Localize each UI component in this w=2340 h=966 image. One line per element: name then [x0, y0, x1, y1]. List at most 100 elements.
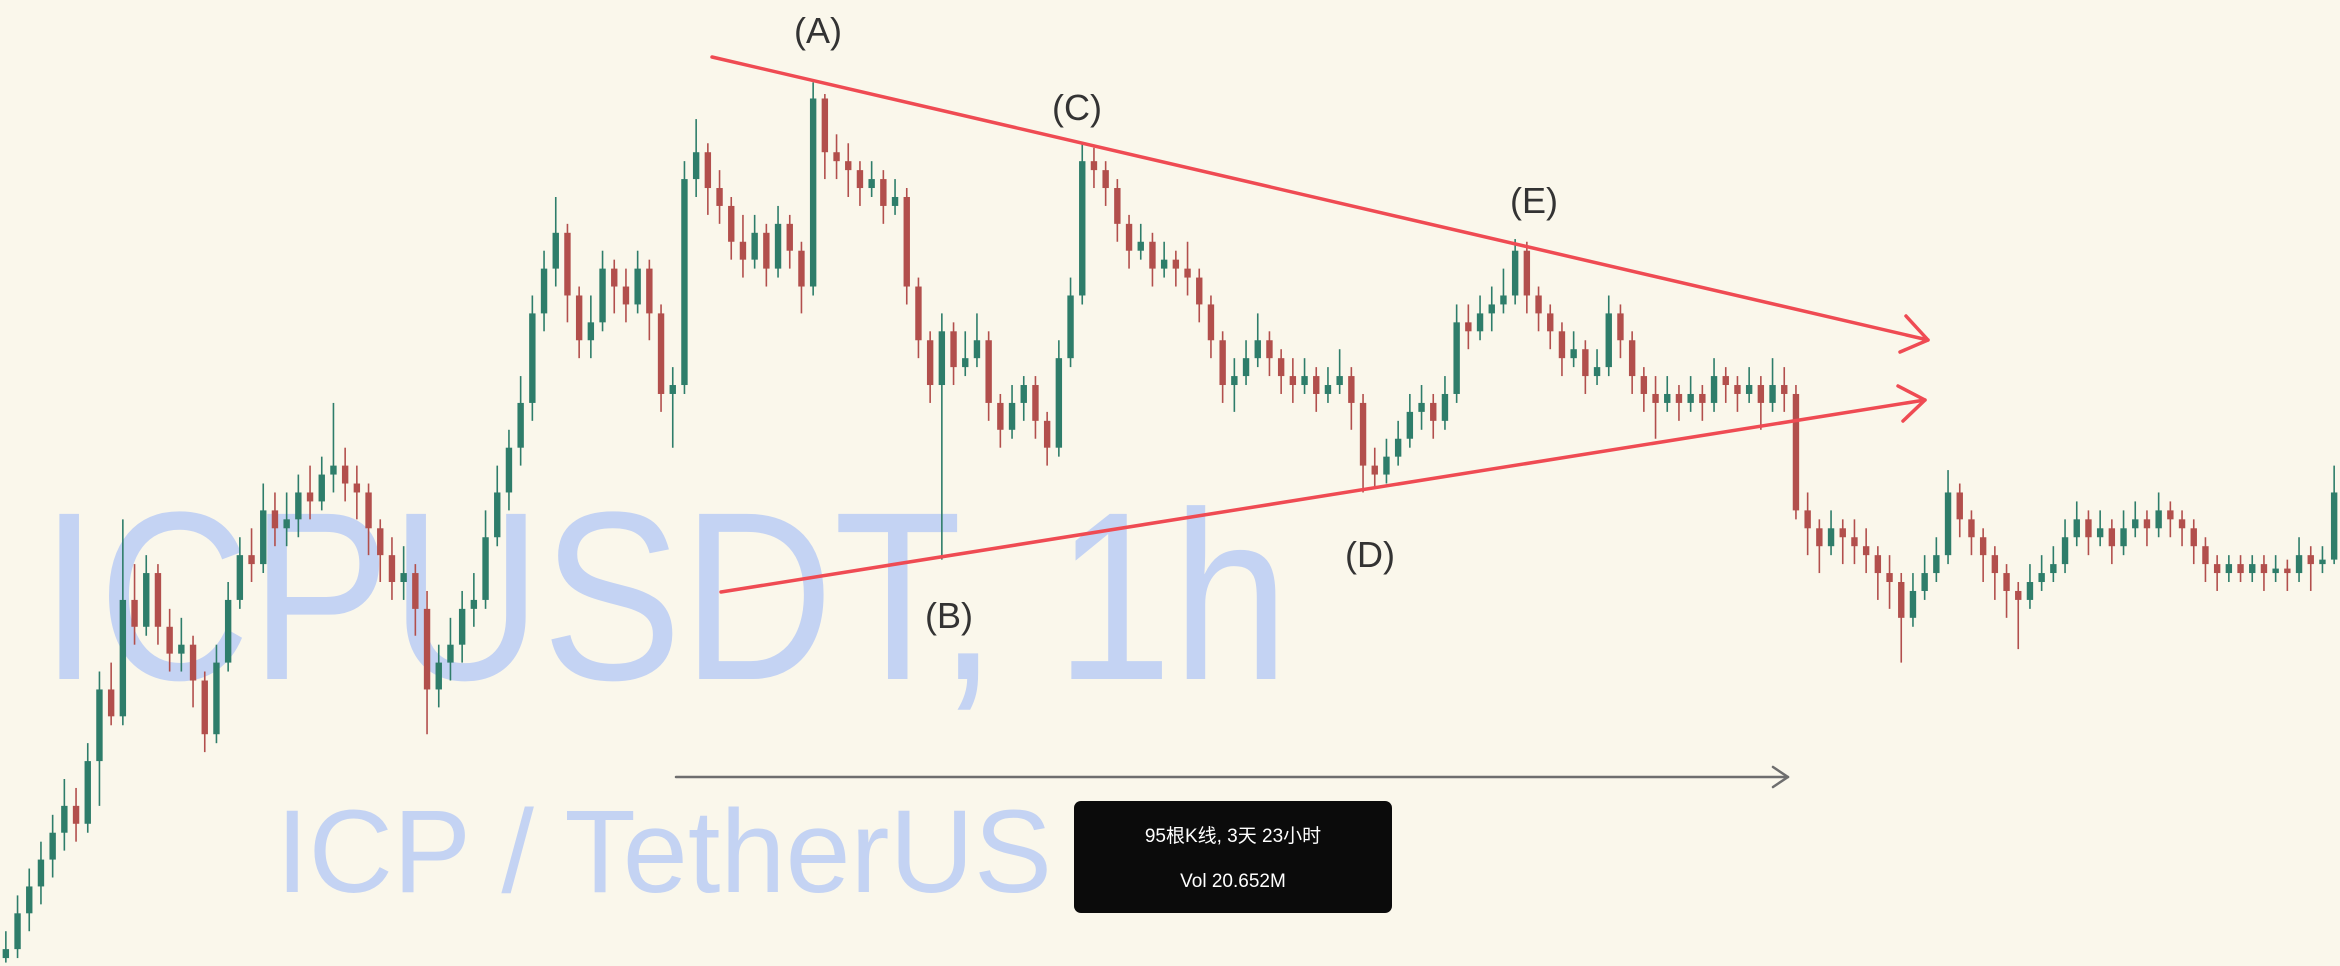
candle — [1348, 367, 1355, 430]
candle — [728, 196, 735, 260]
candle-body — [2178, 519, 2186, 529]
pivot-label-e: (E) — [1510, 180, 1558, 221]
upper-trendline-arrowhead[interactable] — [1898, 314, 1930, 354]
candle-body — [739, 241, 747, 260]
candle-body — [400, 573, 407, 583]
candle — [1570, 331, 1577, 368]
candle-body — [1628, 340, 1636, 377]
candle — [2015, 582, 2022, 650]
candle-body — [61, 805, 68, 833]
measure-arrow[interactable] — [674, 765, 1790, 789]
candle-body — [517, 402, 524, 448]
candle-body — [2061, 537, 2069, 565]
candle-body — [1593, 367, 1601, 377]
upper-trendline[interactable] — [710, 55, 1930, 354]
candle-body — [2143, 519, 2151, 529]
candle — [1231, 358, 1238, 412]
candle — [271, 492, 279, 547]
candle — [1781, 367, 1788, 412]
candle — [1465, 304, 1472, 350]
candle — [119, 519, 127, 726]
candle — [61, 779, 68, 851]
candle — [1277, 349, 1285, 394]
candle — [926, 331, 934, 403]
candle — [821, 94, 829, 180]
lower-trendline[interactable] — [719, 384, 1927, 594]
pivot-label-c: (C) — [1052, 87, 1102, 128]
lower-trendline-arrowhead[interactable] — [1896, 384, 1927, 423]
candle — [2272, 555, 2279, 583]
candle-body — [1921, 573, 1928, 591]
candle — [739, 214, 747, 278]
candle — [26, 868, 33, 932]
candle — [2038, 555, 2045, 591]
candle — [529, 295, 536, 421]
candle-body — [575, 295, 583, 341]
candle — [1874, 546, 1882, 600]
candle-body — [1968, 519, 1975, 538]
candle-body — [856, 170, 864, 189]
candle — [482, 510, 489, 609]
candle — [704, 143, 712, 215]
candle — [1488, 286, 1495, 332]
candle-body — [1418, 402, 1425, 412]
candle-body — [1781, 385, 1788, 394]
candle — [1184, 241, 1191, 296]
candle — [1628, 331, 1636, 394]
candle-body — [84, 761, 91, 824]
candle — [1242, 340, 1250, 386]
candle-body — [1652, 393, 1659, 403]
candle — [1336, 349, 1343, 394]
candle — [1687, 376, 1694, 412]
candle-body — [1383, 456, 1390, 475]
candle-body — [1067, 295, 1074, 359]
candle-body — [131, 599, 138, 627]
candle — [1956, 483, 1963, 538]
candle-body — [1617, 313, 1624, 341]
candle-body — [1886, 573, 1893, 583]
candle — [1722, 367, 1729, 403]
candle — [1979, 528, 1987, 583]
upper-trendline-segment[interactable] — [710, 55, 1930, 342]
candle-body — [1827, 528, 1835, 547]
candle — [353, 465, 361, 520]
candle-body — [213, 662, 220, 735]
candle-body — [763, 232, 770, 269]
candle-body — [985, 340, 992, 403]
lower-trendline-segment[interactable] — [719, 398, 1927, 594]
candle — [1289, 358, 1297, 403]
candle — [2284, 559, 2291, 591]
candle-body — [1500, 295, 1507, 305]
candle-body — [529, 313, 536, 403]
candle — [1090, 147, 1098, 189]
candle-body — [1020, 385, 1027, 403]
candle — [774, 205, 782, 278]
candle — [447, 617, 454, 681]
candle — [2330, 465, 2338, 565]
candle-body — [14, 913, 21, 950]
candle — [856, 161, 864, 206]
candle-body — [599, 268, 606, 323]
candle-body — [119, 599, 127, 717]
candle — [201, 671, 208, 753]
candle-body — [1430, 402, 1437, 421]
candle — [1500, 268, 1507, 314]
candle — [2190, 519, 2197, 565]
candle — [1991, 546, 1999, 600]
candle — [1301, 358, 1308, 394]
measure-arrowhead[interactable] — [1771, 765, 1790, 789]
candle — [49, 814, 56, 878]
candle-body — [2073, 519, 2080, 538]
candle-body — [365, 492, 372, 529]
candle — [2073, 501, 2080, 547]
candle — [1851, 519, 1858, 565]
candle — [400, 546, 407, 600]
candle-body — [166, 626, 173, 654]
candle — [84, 743, 91, 833]
candle-body — [306, 492, 314, 502]
candle-body — [1909, 590, 1917, 618]
candle — [634, 250, 641, 314]
candle — [938, 313, 946, 560]
candle — [915, 277, 922, 359]
